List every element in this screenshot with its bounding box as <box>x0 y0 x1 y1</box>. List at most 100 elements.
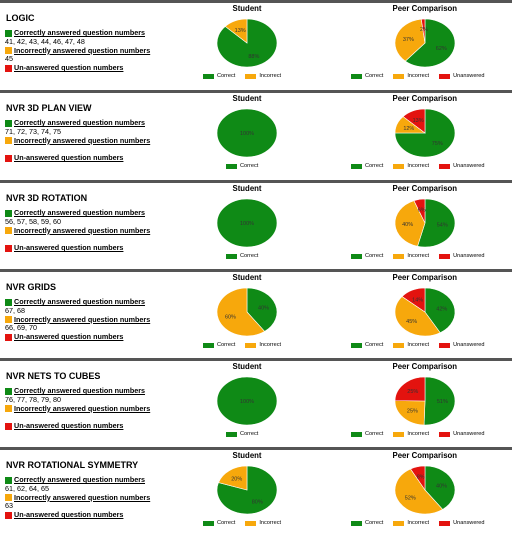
peer-legend-item-incorrect: Incorrect <box>393 342 429 348</box>
peer-legend-item-unanswered: Unanswered <box>439 163 485 169</box>
student-slice-correct <box>216 376 278 426</box>
student-legend-label-incorrect: Incorrect <box>259 342 282 348</box>
student-legend-item-correct: Correct <box>203 342 235 348</box>
student-heading: Student <box>232 362 262 371</box>
unanswered-heading-row: Un-answered question numbers <box>5 64 190 73</box>
peer-legend-swatch-unanswered <box>439 163 451 169</box>
peer-legend-item-correct: Correct <box>351 520 383 526</box>
student-legend-swatch-incorrect <box>245 73 257 79</box>
peer-legend-item-incorrect: Incorrect <box>393 163 429 169</box>
correct-question-numbers: 71, 72, 73, 74, 75 <box>5 126 61 136</box>
correct-square-icon <box>5 387 12 395</box>
peer-legend-label-correct: Correct <box>365 342 384 348</box>
section-title: NVR ROTATIONAL SYMMETRY <box>6 460 139 470</box>
correct-question-numbers: 67, 68 <box>5 305 25 315</box>
student-legend: Correct <box>226 253 268 259</box>
student-legend-swatch-correct <box>203 520 214 526</box>
student-pie-chart: 100% <box>216 108 278 158</box>
section-divider <box>0 269 512 272</box>
peer-slice-unanswered <box>420 18 426 44</box>
student-slice-label-correct: 88% <box>248 54 259 60</box>
peer-legend: Correct Incorrect Unanswered <box>351 253 495 259</box>
student-legend-item-correct: Correct <box>226 431 258 437</box>
peer-legend-item-correct: Correct <box>351 342 383 348</box>
unanswered-question-numbers <box>5 163 190 172</box>
student-heading: Student <box>232 184 262 193</box>
unanswered-question-numbers <box>5 73 190 82</box>
section-nvr-grids: NVR GRIDS Correctly answered question num… <box>0 269 512 357</box>
peer-slice-label-incorrect: 25% <box>407 409 418 415</box>
correct-question-numbers: 61, 62, 64, 65 <box>5 483 49 493</box>
incorrect-heading-row: Incorrectly answered question numbers <box>5 45 190 56</box>
peer-pie-chart: 54% 40% 6% <box>394 198 456 248</box>
peer-legend-item-incorrect: Incorrect <box>393 431 429 437</box>
student-legend-label-correct: Correct <box>217 73 236 79</box>
peer-slice-label-unanswered: 8% <box>417 475 425 481</box>
correct-heading-row: Correctly answered question numbers <box>5 475 190 485</box>
peer-slice-incorrect <box>394 296 441 337</box>
peer-comparison-heading: Peer Comparison <box>392 362 458 371</box>
correct-square-icon <box>5 209 12 217</box>
unanswered-heading: Un-answered question numbers <box>14 332 124 342</box>
incorrect-square-icon <box>5 405 12 413</box>
incorrect-heading-row: Incorrectly answered question numbers <box>5 135 190 146</box>
peer-legend-label-correct: Correct <box>365 73 384 79</box>
section-nvr-nets-to-cubes: NVR NETS TO CUBES Correctly answered ques… <box>0 358 512 446</box>
incorrect-heading: Incorrectly answered question numbers <box>14 45 151 55</box>
correct-question-numbers: 41, 42, 43, 44, 46, 47, 48 <box>5 36 85 46</box>
peer-legend: Correct Incorrect Unanswered <box>351 431 495 437</box>
peer-legend-label-incorrect: Incorrect <box>407 163 430 169</box>
section-divider <box>0 0 512 3</box>
correct-heading: Correctly answered question numbers <box>14 208 146 217</box>
peer-comparison-heading: Peer Comparison <box>392 273 458 282</box>
student-legend-item-incorrect: Incorrect <box>245 342 281 348</box>
student-legend-swatch-correct <box>226 253 237 259</box>
student-legend-item-incorrect: Incorrect <box>245 73 281 79</box>
section-nvr-rotational-symmetry: NVR ROTATIONAL SYMMETRY Correctly answere… <box>0 447 512 535</box>
peer-slice-label-correct: 51% <box>437 399 448 405</box>
peer-legend-label-incorrect: Incorrect <box>407 342 430 348</box>
student-legend-label-incorrect: Incorrect <box>259 73 282 79</box>
peer-legend-swatch-unanswered <box>439 431 451 437</box>
peer-legend-item-unanswered: Unanswered <box>439 431 485 437</box>
peer-legend-item-incorrect: Incorrect <box>393 73 429 79</box>
peer-legend-swatch-incorrect <box>393 342 405 348</box>
student-heading: Student <box>232 451 262 460</box>
incorrect-heading-row: Incorrectly answered question numbers <box>5 493 190 503</box>
incorrect-square-icon <box>5 494 12 502</box>
peer-legend-item-correct: Correct <box>351 253 383 259</box>
student-slice-incorrect <box>218 465 248 491</box>
peer-pie-chart: 51% 25% 25% <box>394 376 456 426</box>
peer-slice-incorrect <box>394 400 426 426</box>
peer-legend-label-correct: Correct <box>365 431 384 437</box>
student-slice-label-incorrect: 13% <box>235 28 246 34</box>
peer-legend-label-incorrect: Incorrect <box>407 431 430 437</box>
student-legend-item-correct: Correct <box>203 73 235 79</box>
student-slice-incorrect <box>216 287 266 337</box>
incorrect-square-icon <box>5 227 12 235</box>
peer-legend-item-unanswered: Unanswered <box>439 253 485 259</box>
peer-slice-label-unanswered: 14% <box>412 297 423 303</box>
peer-legend-label-unanswered: Unanswered <box>453 520 485 526</box>
unanswered-square-icon <box>5 511 12 519</box>
peer-legend-label-unanswered: Unanswered <box>453 163 485 169</box>
incorrect-square-icon <box>5 47 12 55</box>
student-heading: Student <box>232 94 262 103</box>
correct-heading-row: Correctly answered question numbers <box>5 208 190 218</box>
unanswered-square-icon <box>5 333 12 341</box>
correct-heading: Correctly answered question numbers <box>14 118 146 127</box>
incorrect-heading: Incorrectly answered question numbers <box>14 135 151 145</box>
student-slice-label-correct: 100% <box>240 131 254 137</box>
student-legend-item-correct: Correct <box>226 253 258 259</box>
incorrect-heading-row: Incorrectly answered question numbers <box>5 226 190 236</box>
student-slice-correct <box>216 465 278 515</box>
peer-slice-unanswered <box>402 108 426 134</box>
unanswered-square-icon <box>5 422 12 430</box>
peer-comparison-heading: Peer Comparison <box>392 451 458 460</box>
peer-legend-label-unanswered: Unanswered <box>453 253 485 259</box>
incorrect-square-icon <box>5 316 12 324</box>
peer-legend-label-correct: Correct <box>365 520 384 526</box>
peer-comparison-heading: Peer Comparison <box>392 4 458 13</box>
incorrect-heading: Incorrectly answered question numbers <box>14 314 151 324</box>
peer-legend-item-correct: Correct <box>351 163 383 169</box>
